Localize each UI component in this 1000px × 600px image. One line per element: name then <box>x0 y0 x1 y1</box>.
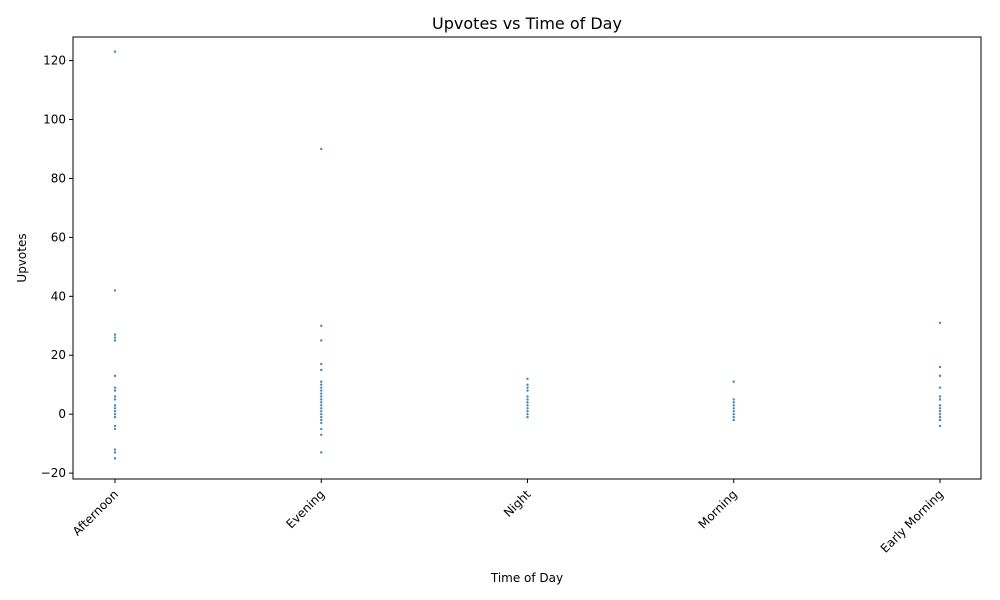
data-point <box>938 386 942 389</box>
data-point <box>320 410 323 413</box>
data-point <box>526 398 529 401</box>
data-point <box>938 398 942 401</box>
data-point <box>113 339 117 342</box>
y-tick-label: 100 <box>43 113 66 127</box>
data-point <box>938 404 942 407</box>
x-tick-label: Morning <box>696 487 740 531</box>
x-tick-label: Afternoon <box>70 487 121 538</box>
data-point <box>526 410 529 413</box>
data-point <box>320 392 323 395</box>
data-point <box>526 401 529 404</box>
data-point <box>113 404 117 407</box>
data-point <box>320 395 323 398</box>
data-point <box>732 407 735 410</box>
data-point <box>526 404 529 407</box>
data-point <box>113 389 117 392</box>
data-point <box>113 374 117 378</box>
data-point <box>320 401 323 404</box>
data-point <box>320 412 323 416</box>
data-point <box>526 377 529 381</box>
x-axis-label: Time of Day <box>490 571 563 585</box>
y-tick-label: 80 <box>51 171 66 185</box>
data-point <box>320 421 323 425</box>
data-point <box>113 50 117 53</box>
data-point <box>113 424 117 428</box>
y-tick-label: 0 <box>58 407 66 421</box>
data-point <box>526 395 529 398</box>
data-point <box>320 407 323 410</box>
data-point <box>938 407 942 410</box>
data-point <box>113 415 117 419</box>
y-tick-label: 60 <box>51 230 66 244</box>
data-point <box>526 383 529 386</box>
points-layer <box>113 50 942 460</box>
x-tick-label: Evening <box>283 487 327 531</box>
data-point <box>320 415 323 419</box>
data-point <box>320 451 323 454</box>
data-point <box>113 412 117 416</box>
data-point <box>320 362 323 366</box>
data-point <box>113 333 117 336</box>
data-point <box>113 289 117 292</box>
data-point <box>320 404 323 407</box>
data-point <box>938 374 942 378</box>
data-point <box>113 407 117 410</box>
data-point <box>113 386 117 389</box>
y-axis-label: Upvotes <box>15 233 29 282</box>
data-point <box>113 457 117 460</box>
data-point <box>113 427 117 431</box>
x-axis-ticks: Afternoon Evening Night Morning Early Mornin… <box>70 479 946 556</box>
data-point <box>113 398 117 401</box>
data-point <box>526 415 529 419</box>
x-tick-label: Early Morning <box>878 487 946 555</box>
data-point <box>938 418 942 422</box>
data-point <box>113 451 117 454</box>
data-point <box>320 368 323 372</box>
data-point <box>938 424 942 428</box>
data-point <box>526 407 529 410</box>
data-point <box>320 147 323 151</box>
data-point <box>320 398 323 401</box>
data-point <box>320 389 323 392</box>
y-tick-label: 40 <box>51 289 66 303</box>
data-point <box>320 427 323 431</box>
data-point <box>732 380 735 383</box>
data-point <box>320 324 323 327</box>
data-point <box>938 412 942 416</box>
data-point <box>526 412 529 416</box>
y-tick-label: −20 <box>41 466 66 480</box>
data-point <box>938 321 942 325</box>
data-point <box>732 401 735 404</box>
data-point <box>113 336 117 339</box>
data-point <box>732 410 735 413</box>
data-point <box>320 433 323 436</box>
data-point <box>526 386 529 389</box>
data-point <box>732 418 735 422</box>
data-point <box>732 404 735 407</box>
data-point <box>732 415 735 419</box>
data-point <box>938 410 942 413</box>
data-point <box>732 412 735 416</box>
data-point <box>320 380 323 383</box>
y-axis-ticks: −20 0 20 40 60 80 100 120 <box>41 54 73 480</box>
data-point <box>526 389 529 392</box>
data-point <box>938 365 942 369</box>
x-tick-label: Night <box>501 487 534 520</box>
data-point <box>938 415 942 419</box>
plot-frame <box>72 36 982 480</box>
data-point <box>320 383 323 386</box>
y-tick-label: 20 <box>51 348 66 362</box>
data-point <box>113 395 117 398</box>
data-point <box>113 410 117 413</box>
data-point <box>113 448 117 451</box>
data-point <box>320 386 323 389</box>
data-point <box>320 418 323 422</box>
data-point <box>938 395 942 398</box>
y-tick-label: 120 <box>43 54 66 68</box>
data-point <box>732 398 735 401</box>
data-point <box>320 339 323 342</box>
chart-title: Upvotes vs Time of Day <box>432 14 622 33</box>
